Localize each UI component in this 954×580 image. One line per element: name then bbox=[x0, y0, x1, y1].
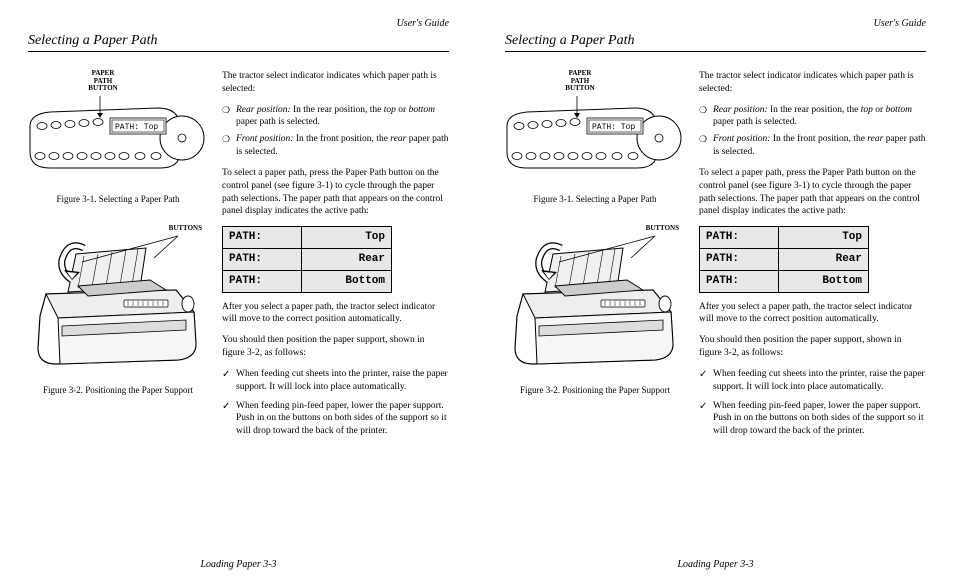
rear-position-item: ❍ Rear position: In the rear position, t… bbox=[222, 104, 449, 130]
lcd-text: PATH: Top bbox=[592, 123, 635, 132]
text-column: The tractor select indicator indicates w… bbox=[699, 70, 926, 444]
path-value-cell: Rear bbox=[778, 248, 868, 270]
check-list: When feeding cut sheets into the printer… bbox=[699, 368, 926, 438]
position-list: ❍ Rear position: In the rear position, t… bbox=[222, 104, 449, 159]
check-item-2: When feeding pin-feed paper, lower the p… bbox=[222, 400, 449, 438]
path-row: PATH:Top bbox=[223, 227, 392, 249]
path-label-cell: PATH: bbox=[223, 248, 302, 270]
path-row: PATH:Bottom bbox=[700, 270, 869, 292]
rear-label: Rear position: bbox=[236, 105, 291, 115]
after-para: After you select a paper path, the tract… bbox=[699, 301, 926, 327]
figures-column: PAPER PATH BUTTON bbox=[28, 70, 208, 444]
path-value-cell: Bottom bbox=[778, 270, 868, 292]
check-item-1: When feeding cut sheets into the printer… bbox=[699, 368, 926, 394]
printer-illustration bbox=[28, 226, 208, 376]
list-marker-icon: ❍ bbox=[222, 133, 230, 145]
path-row: PATH:Rear bbox=[223, 248, 392, 270]
path-value-cell: Rear bbox=[301, 248, 391, 270]
figure-2: BUTTONS bbox=[505, 226, 685, 384]
content-row: PAPER PATH BUTTON bbox=[28, 70, 449, 444]
figures-column: PAPER PATH BUTTON bbox=[505, 70, 685, 444]
position-para: You should then position the paper suppo… bbox=[222, 334, 449, 360]
path-label-cell: PATH: bbox=[223, 227, 302, 249]
path-table: PATH:TopPATH:RearPATH:Bottom bbox=[222, 226, 392, 293]
rear-label: Rear position: bbox=[713, 105, 768, 115]
check-item-2: When feeding pin-feed paper, lower the p… bbox=[699, 400, 926, 438]
list-marker-icon: ❍ bbox=[222, 104, 230, 116]
path-label-cell: PATH: bbox=[700, 248, 779, 270]
intro-para: The tractor select indicator indicates w… bbox=[222, 70, 449, 96]
front-position-item: ❍ Front position: In the front position,… bbox=[699, 133, 926, 159]
path-value-cell: Top bbox=[778, 227, 868, 249]
path-row: PATH:Top bbox=[700, 227, 869, 249]
buttons-label: BUTTONS bbox=[646, 224, 679, 232]
header-label: User's Guide bbox=[28, 18, 449, 29]
position-para: You should then position the paper suppo… bbox=[699, 334, 926, 360]
select-para: To select a paper path, press the Paper … bbox=[699, 167, 926, 218]
path-label-cell: PATH: bbox=[700, 227, 779, 249]
check-list: When feeding cut sheets into the printer… bbox=[222, 368, 449, 438]
path-row: PATH:Bottom bbox=[223, 270, 392, 292]
section-title: Selecting a Paper Path bbox=[505, 33, 926, 52]
front-label: Front position: bbox=[236, 134, 293, 144]
text-column: The tractor select indicator indicates w… bbox=[222, 70, 449, 444]
front-position-item: ❍ Front position: In the front position,… bbox=[222, 133, 449, 159]
path-value-cell: Top bbox=[301, 227, 391, 249]
figure-2: BUTTONS bbox=[28, 226, 208, 384]
check-item-1: When feeding cut sheets into the printer… bbox=[222, 368, 449, 394]
footer: Loading Paper 3-3 bbox=[477, 559, 954, 570]
after-para: After you select a paper path, the tract… bbox=[222, 301, 449, 327]
rear-position-item: ❍ Rear position: In the rear position, t… bbox=[699, 104, 926, 130]
select-para: To select a paper path, press the Paper … bbox=[222, 167, 449, 218]
header-label: User's Guide bbox=[505, 18, 926, 29]
section-title: Selecting a Paper Path bbox=[28, 33, 449, 52]
footer: Loading Paper 3-3 bbox=[0, 559, 477, 570]
page-right: User's Guide Selecting a Paper Path PAPE… bbox=[477, 0, 954, 580]
path-label-cell: PATH: bbox=[223, 270, 302, 292]
content-row: PAPER PATH BUTTON bbox=[505, 70, 926, 444]
path-table-body: PATH:TopPATH:RearPATH:Bottom bbox=[700, 227, 869, 293]
path-row: PATH:Rear bbox=[700, 248, 869, 270]
path-table-body: PATH:TopPATH:RearPATH:Bottom bbox=[223, 227, 392, 293]
buttons-label: BUTTONS bbox=[169, 224, 202, 232]
list-marker-icon: ❍ bbox=[699, 133, 707, 145]
intro-para: The tractor select indicator indicates w… bbox=[699, 70, 926, 96]
lcd-text: PATH: Top bbox=[115, 123, 158, 132]
figure-2-caption: Figure 3-2. Positioning the Paper Suppor… bbox=[28, 385, 208, 395]
path-label-cell: PATH: bbox=[700, 270, 779, 292]
figure-1: PAPER PATH BUTTON bbox=[28, 70, 208, 204]
path-value-cell: Bottom bbox=[301, 270, 391, 292]
paper-path-button-label: PAPER PATH BUTTON bbox=[83, 70, 123, 93]
front-label: Front position: bbox=[713, 134, 770, 144]
figure-1-caption: Figure 3-1. Selecting a Paper Path bbox=[505, 194, 685, 204]
printer-illustration bbox=[505, 226, 685, 376]
path-table: PATH:TopPATH:RearPATH:Bottom bbox=[699, 226, 869, 293]
figure-1-caption: Figure 3-1. Selecting a Paper Path bbox=[28, 194, 208, 204]
list-marker-icon: ❍ bbox=[699, 104, 707, 116]
paper-path-button-label: PAPER PATH BUTTON bbox=[560, 70, 600, 93]
figure-2-caption: Figure 3-2. Positioning the Paper Suppor… bbox=[505, 385, 685, 395]
figure-1: PAPER PATH BUTTON bbox=[505, 70, 685, 204]
position-list: ❍ Rear position: In the rear position, t… bbox=[699, 104, 926, 159]
page-left: User's Guide Selecting a Paper Path PAPE… bbox=[0, 0, 477, 580]
